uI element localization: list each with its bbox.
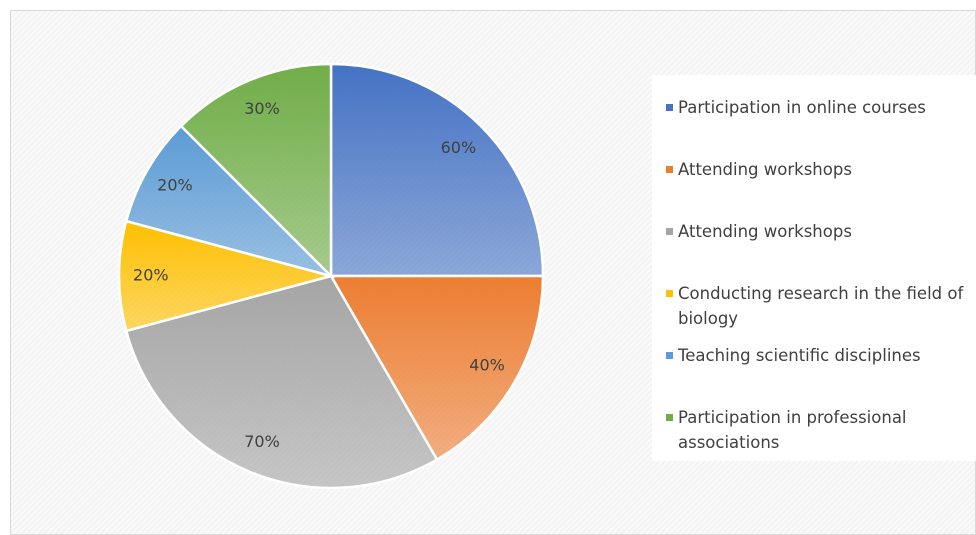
- legend-swatch: [666, 290, 673, 297]
- legend-label: Attending workshops: [678, 222, 852, 241]
- legend-swatch: [666, 414, 673, 421]
- data-label: 40%: [469, 356, 505, 375]
- legend-item: Attending workshops: [666, 219, 966, 244]
- pie-slice: [124, 124, 336, 279]
- pie-slice: [329, 62, 545, 278]
- pie-slice: [179, 62, 333, 280]
- data-label: 20%: [157, 175, 193, 194]
- pie-slice: [124, 274, 439, 490]
- legend-item: Attending workshops: [666, 157, 966, 182]
- legend-swatch: [666, 166, 673, 173]
- data-label: 20%: [133, 266, 169, 285]
- legend-swatch: [666, 228, 673, 235]
- legend-label: Participation in online courses: [678, 98, 926, 117]
- legend-swatch: [666, 352, 673, 359]
- legend-label: Teaching scientific disciplines: [678, 346, 921, 365]
- legend-item: Teaching scientific disciplines: [666, 343, 966, 368]
- pie-slice: [328, 274, 545, 462]
- legend-label: Participation in professional associatio…: [678, 408, 907, 452]
- legend: Participation in online courses Attending…: [652, 75, 976, 461]
- legend-item: Participation in professional associatio…: [666, 405, 966, 455]
- legend-item: Participation in online courses: [666, 95, 966, 120]
- legend-label: Attending workshops: [678, 160, 852, 179]
- data-label: 60%: [441, 138, 477, 157]
- legend-swatch: [666, 104, 673, 111]
- pie-slice: [117, 219, 336, 333]
- legend-item: Conducting research in the field of biol…: [666, 281, 966, 331]
- data-label: 30%: [244, 99, 280, 118]
- data-label: 70%: [244, 432, 280, 451]
- legend-label: Conducting research in the field of biol…: [678, 284, 964, 328]
